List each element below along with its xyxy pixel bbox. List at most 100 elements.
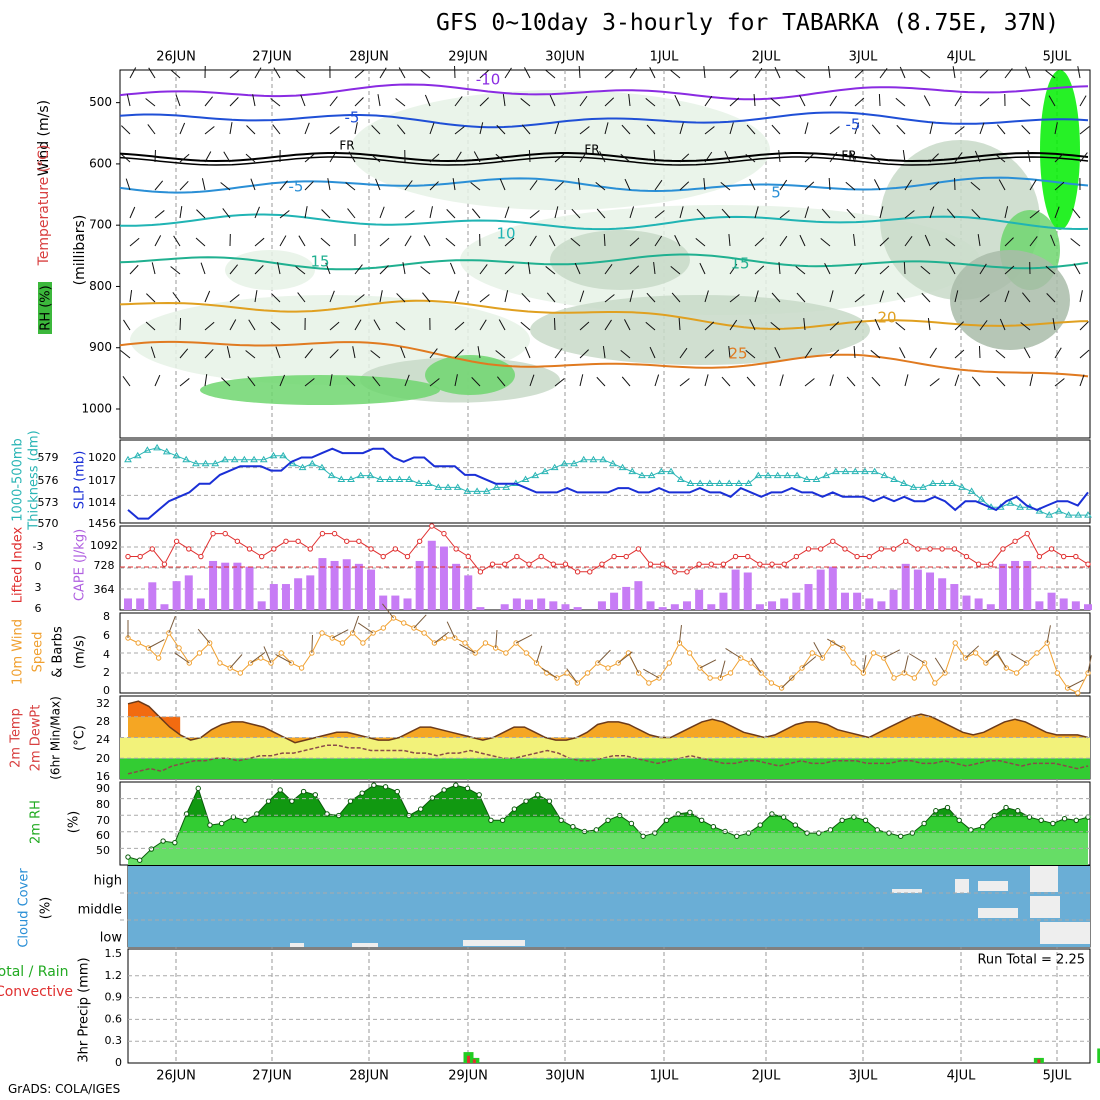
rh-point (382, 784, 389, 790)
rh-shading (1040, 70, 1080, 230)
wind-barb-10m (1067, 679, 1084, 689)
wind-barb (1052, 318, 1056, 331)
top-day-label: 4JUL (947, 50, 977, 65)
thickness-series-point (327, 471, 336, 479)
lifted-index-series-point (344, 538, 350, 544)
thickness-series-point (473, 487, 481, 494)
wind-barb (574, 262, 581, 275)
wind-barb (520, 98, 531, 107)
thickness-series-point (482, 487, 491, 494)
wind-barb (179, 122, 186, 135)
temperature-contour (119, 213, 1089, 231)
wind-barb (920, 70, 931, 79)
wind-barb (745, 349, 756, 359)
wind-barb (548, 235, 556, 247)
wind-barb (201, 178, 206, 191)
wind-barb (554, 181, 564, 191)
lifted-index-series-point (635, 546, 642, 552)
precip-convective-bar (1037, 1059, 1041, 1063)
rh-point (663, 817, 670, 824)
wind-barb (397, 124, 406, 135)
rh-point (359, 790, 365, 796)
bottom-day-label: 4JUL (947, 1069, 977, 1084)
wind-barb (304, 122, 310, 135)
wind-barb (829, 95, 837, 107)
wind-barb-10m (311, 634, 313, 654)
wind-barb (904, 210, 915, 219)
cape-bar (731, 569, 740, 610)
cloud-patch (463, 940, 525, 946)
wind-barb (300, 94, 306, 107)
wind-barb (879, 237, 890, 247)
cape-bar (221, 562, 230, 610)
cape-bar (853, 592, 862, 610)
cape-bar (245, 566, 254, 610)
wind-barb (1054, 347, 1062, 359)
wind-speed-series-point (850, 660, 856, 666)
thickness-series-point (492, 483, 501, 490)
precip-label-2: Convective (0, 984, 73, 1000)
wind-barb (250, 178, 256, 191)
wind-speed-series-point (482, 640, 489, 646)
wind-barb (329, 374, 333, 387)
lifted-index-series-point (672, 569, 678, 575)
wind-barb (604, 263, 613, 275)
wind-barb (1054, 206, 1060, 219)
wind-barb (1004, 68, 1013, 79)
wind-barb (277, 262, 281, 275)
lifted-index-series-point (769, 561, 775, 567)
rh-point (933, 808, 939, 814)
wind-barb (121, 125, 131, 135)
wind-barb-10m (541, 667, 558, 679)
wind-barb (352, 346, 356, 359)
wind-barb (904, 236, 913, 247)
thickness-series-point (880, 471, 889, 479)
thickness-series-point (899, 479, 908, 486)
thickness-series-point (793, 471, 801, 479)
cape-bar (1059, 598, 1068, 610)
wind-barb (304, 153, 315, 163)
lifted-index-series-point (283, 538, 289, 544)
lifted-index-series-point (392, 546, 399, 552)
wind-barb (749, 179, 756, 191)
rh-legend-swatch (38, 282, 52, 334)
temp-line (127, 700, 1089, 744)
lifted-index-series-point (258, 553, 265, 560)
bottom-day-label: 26JUN (156, 1069, 196, 1084)
wind-barb (179, 378, 190, 387)
wind-speed-series-point (891, 675, 897, 681)
thickness-series-point (376, 475, 385, 483)
cape-bar (986, 604, 995, 610)
wind-barb (175, 94, 181, 107)
wind-barb (999, 318, 1006, 331)
wind-tick-label: 4 (103, 648, 110, 661)
wind-barb (298, 235, 306, 247)
wind-barb (770, 97, 781, 107)
wind-barb (279, 235, 287, 247)
wind-barb (579, 95, 588, 107)
thickness-series-point (1064, 511, 1073, 518)
top-day-label: 27JUN (252, 50, 292, 65)
wind-speed-series-point (748, 660, 754, 666)
wind-barb (1079, 152, 1088, 163)
rh-point (687, 809, 693, 816)
temp-label-2: 2m DewPt (29, 705, 44, 772)
thickness-series-point (550, 463, 559, 471)
wind-barb-10m (332, 629, 349, 639)
wind-barb-10m (352, 615, 360, 634)
li-tick-label: 6 (35, 602, 42, 615)
thickness-series-point (298, 463, 307, 471)
wind-barb (1054, 378, 1065, 387)
wind-barb (995, 154, 1006, 163)
wind-barb (229, 122, 233, 135)
thickness-series-point (288, 459, 297, 467)
wind-barb (979, 122, 985, 135)
wind-barb-10m (996, 652, 1007, 669)
lifted-index-series-point (793, 553, 800, 560)
rh-axis-label: RH (%) (39, 285, 54, 330)
wind-barb (504, 265, 514, 275)
cape-bar (1071, 601, 1080, 610)
wind-barb (179, 153, 190, 163)
thickness-series-point (269, 451, 278, 459)
cape-bar (233, 562, 242, 610)
